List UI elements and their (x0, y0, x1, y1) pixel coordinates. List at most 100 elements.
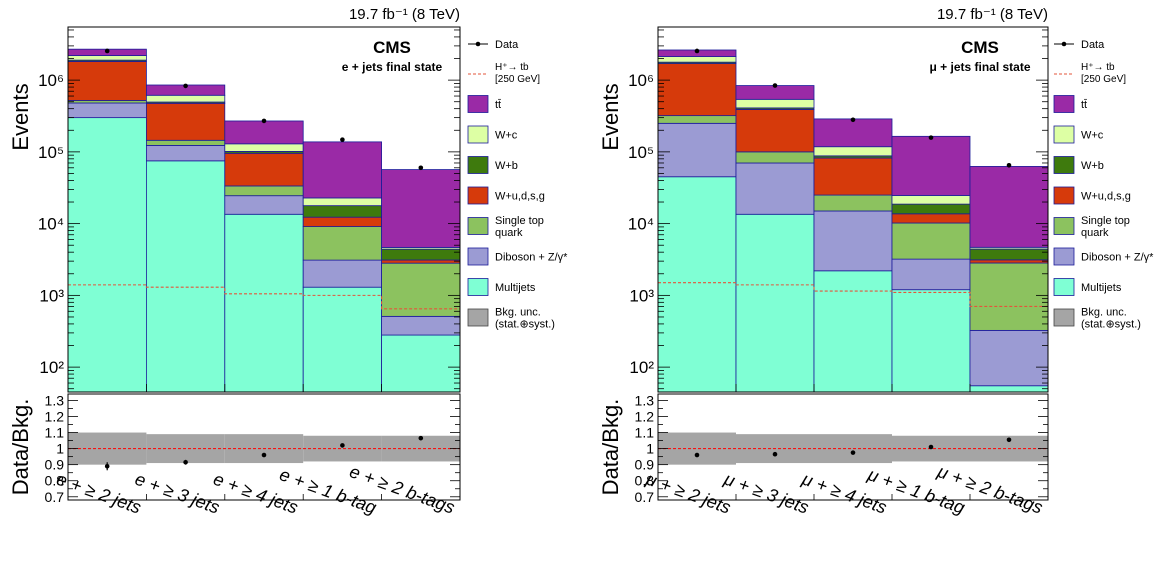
bar-diboson-3 (224, 195, 304, 215)
ratio-tick-label: 1.1 (635, 425, 655, 441)
bar-wc-3 (813, 146, 893, 157)
legend-signal-mass: [250 GeV] (1081, 74, 1126, 85)
legend-swatch-unc (1053, 308, 1075, 327)
legend-label-diboson: Diboson + Z/γ* (495, 252, 568, 264)
legend-signal-label: H⁺→ tb (1081, 62, 1115, 73)
bar-singletop-2 (735, 151, 815, 164)
bar-ttbar-3 (224, 120, 304, 145)
legend-label-ttbar: tt̄ (1081, 99, 1087, 111)
lumi-label: 19.7 fb⁻¹ (8 TeV) (937, 6, 1048, 23)
ratio-point-2 (772, 451, 778, 457)
data-point-2 (772, 83, 778, 88)
bar-diboson-1 (657, 122, 737, 178)
legend-swatch-singletop (467, 217, 489, 235)
ratio-tick-label: 0.9 (635, 457, 655, 473)
ratio-tick-label: 1.2 (45, 408, 65, 424)
bar-singletop-4 (891, 222, 971, 260)
legend-label-multijets: Multijets (1081, 282, 1122, 294)
bar-ttbar-5 (381, 169, 461, 248)
legend-label-diboson: Diboson + Z/γ* (1081, 252, 1154, 264)
panel-2: 10² 10³ 10⁴ 10⁵ 10⁶ 19.7 fb⁻¹ (8 TeV) CMS μ + j… (598, 6, 1154, 518)
bar-wudsg-3 (224, 152, 304, 187)
bar-wudsg-1 (67, 61, 147, 101)
legend-data-dot (1061, 41, 1067, 47)
category-label-2: μ + ≥ 3 jets (721, 468, 812, 517)
legend-data-label: Data (495, 39, 519, 51)
ratio-axis-label: Data/Bkg. (8, 399, 33, 496)
legend-swatch-multijets (1053, 278, 1075, 296)
bar-singletop-5 (969, 262, 1049, 331)
legend-label-wb: W+b (1081, 160, 1104, 172)
ratio-point-1 (104, 463, 110, 469)
legend-label-singletop: Single top (1081, 215, 1130, 227)
bar-diboson-5 (969, 329, 1049, 387)
bar-wudsg-4 (302, 216, 383, 227)
bar-multijets-5 (381, 334, 461, 393)
ratio-tick-label: 1.3 (635, 392, 655, 408)
ratio-point-5 (1006, 437, 1012, 443)
ratio-point-2 (183, 459, 188, 465)
bar-ttbar-4 (302, 141, 383, 199)
ratio-point-4 (340, 443, 345, 448)
legend-label-unc-2: (stat.⊕syst.) (495, 319, 555, 331)
bar-wb-4 (302, 205, 383, 218)
bar-diboson-2 (145, 145, 226, 162)
bar-diboson-4 (891, 258, 971, 291)
legend-data-label: Data (1081, 39, 1105, 51)
y-tick-label: 10⁶ (38, 71, 64, 90)
bar-multijets-2 (145, 160, 226, 393)
data-point-4 (928, 135, 934, 140)
legend-signal-label: H⁺→ tb (495, 62, 529, 73)
bar-diboson-1 (67, 102, 147, 119)
legend-label-wc: W+c (1081, 130, 1104, 142)
bar-multijets-4 (302, 286, 383, 393)
ratio-tick-label: 0.9 (45, 457, 65, 473)
ratio-point-1 (694, 452, 700, 458)
ratio-point-5 (418, 435, 424, 441)
legend-label-multijets: Multijets (495, 282, 536, 294)
data-point-1 (104, 48, 110, 54)
data-point-2 (183, 83, 188, 89)
y-axis-label: Events (598, 83, 623, 150)
legend-swatch-unc (467, 308, 489, 327)
bar-ttbar-3 (813, 118, 893, 148)
bar-multijets-5 (969, 385, 1049, 393)
y-tick-label: 10² (39, 358, 64, 377)
legend-signal-mass: [250 GeV] (495, 74, 540, 85)
legend-label-singletop: Single top (495, 215, 544, 227)
bar-multijets-1 (67, 117, 147, 393)
bar-multijets-4 (891, 289, 971, 393)
bar-wc-1 (67, 55, 147, 61)
legend-swatch-diboson (1053, 247, 1075, 266)
y-tick-label: 10³ (39, 286, 64, 305)
final-state-label: e + jets final state (342, 60, 443, 74)
y-tick-label: 10⁵ (38, 143, 64, 162)
ratio-tick-label: 1.1 (45, 425, 65, 441)
y-tick-label: 10⁵ (628, 143, 654, 162)
ratio-tick-label: 0.8 (635, 473, 655, 489)
bar-wudsg-5 (969, 259, 1049, 264)
y-tick-label: 10² (629, 358, 654, 377)
ratio-frame (657, 393, 1049, 501)
y-tick-label: 10³ (629, 286, 654, 305)
cms-label: CMS (961, 38, 999, 57)
ratio-tick-label: 0.8 (45, 473, 65, 489)
legend-swatch-wudsg (467, 186, 489, 205)
data-point-4 (340, 137, 345, 142)
bar-wc-2 (735, 98, 815, 109)
ratio-point-3 (261, 452, 267, 458)
bar-diboson-4 (302, 259, 383, 288)
category-label-1: e + ≥ 2 jets (54, 469, 144, 518)
ratio-point-3 (850, 450, 856, 455)
cms-label: CMS (373, 38, 411, 57)
legend-label-singletop-2: quark (495, 227, 523, 239)
legend-swatch-wc (467, 125, 489, 144)
bar-singletop-3 (813, 194, 893, 212)
legend-label-wudsg: W+u,d,s,g (495, 191, 545, 203)
data-point-1 (694, 48, 700, 54)
legend-label-unc-2: (stat.⊕syst.) (1081, 319, 1141, 331)
data-point-5 (1006, 162, 1012, 168)
legend-swatch-wb (1053, 156, 1075, 174)
bar-wc-3 (224, 143, 304, 152)
